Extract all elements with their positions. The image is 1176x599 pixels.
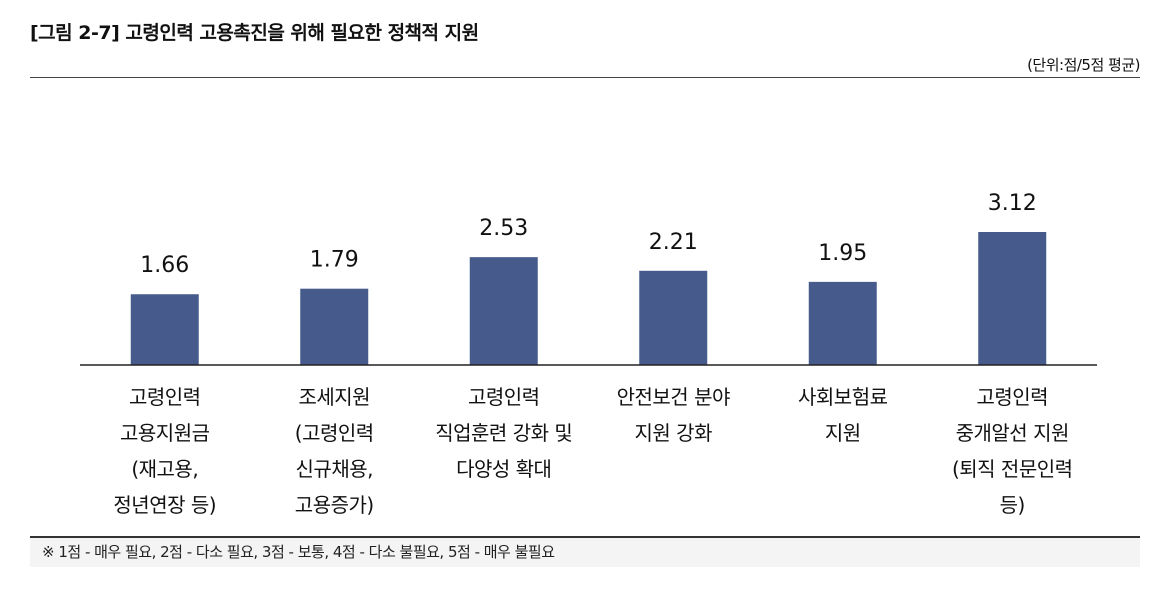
bar (469, 257, 538, 365)
bar (130, 294, 199, 365)
data-label: 1.66 (140, 253, 189, 278)
data-label: 2.53 (479, 216, 528, 241)
footnote-divider (30, 536, 1140, 538)
bar (300, 288, 369, 365)
bar (808, 281, 877, 365)
category-label: 고용지원금 (120, 421, 210, 445)
title-divider (30, 77, 1140, 78)
category-label: (퇴직 전문인력 (952, 457, 1073, 481)
category-label: 직업훈련 강화 및 (435, 421, 572, 445)
category-label: 신규채용, (296, 457, 373, 481)
category-label: 중개알선 지원 (956, 421, 1069, 445)
figure-title: [그림 2-7] 고령인력 고용촉진을 위해 필요한 정책적 지원 (30, 22, 479, 44)
category-label: 정년연장 등) (113, 493, 216, 517)
bar (978, 232, 1047, 365)
bar (639, 270, 708, 365)
category-label: 조세지원 (298, 385, 370, 409)
category-label: 고령인력 (129, 385, 201, 409)
category-label: 안전보건 분야 (617, 385, 730, 409)
category-label: (재고용, (131, 457, 198, 481)
category-label: 다양성 확대 (456, 457, 551, 481)
category-label: 지원 강화 (635, 421, 713, 445)
category-label: 고령인력 (976, 385, 1048, 409)
category-label: 등) (1000, 493, 1025, 517)
category-label: 고용증가) (295, 493, 374, 517)
footnote: ※ 1점 - 매우 필요, 2점 - 다소 필요, 3점 - 보통, 4점 - … (30, 538, 1140, 567)
data-label: 2.21 (649, 230, 698, 255)
category-label: 지원 (825, 421, 861, 445)
data-label: 1.95 (818, 241, 867, 266)
data-label: 1.79 (310, 248, 359, 273)
unit-note: (단위:점/5점 평균) (1027, 56, 1140, 74)
category-label: 사회보험료 (798, 385, 888, 409)
data-label: 3.12 (988, 191, 1037, 216)
category-label: (고령인력 (295, 421, 374, 445)
category-label: 고령인력 (468, 385, 540, 409)
